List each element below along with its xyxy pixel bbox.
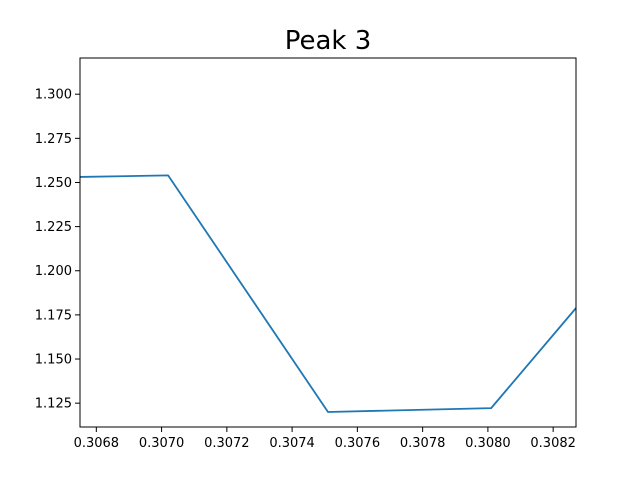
x-tick-label: 0.3070 bbox=[139, 436, 185, 451]
x-tick-label: 0.3076 bbox=[335, 436, 381, 451]
y-tick-label: 1.175 bbox=[35, 308, 72, 323]
series-line bbox=[80, 174, 576, 413]
y-tick-label: 1.250 bbox=[35, 176, 72, 191]
x-tick-label: 0.3080 bbox=[465, 436, 511, 451]
x-tick-label: 0.3074 bbox=[269, 436, 315, 451]
x-axis: 0.3068 0.3070 0.3072 0.3074 0.3076 0.3078 0.30… bbox=[74, 427, 576, 451]
x-tick-label: 0.3072 bbox=[204, 436, 250, 451]
y-tick-label: 1.275 bbox=[35, 132, 72, 147]
x-tick-label: 0.3082 bbox=[530, 436, 576, 451]
y-tick-label: 1.200 bbox=[35, 264, 72, 279]
y-tick-label: 1.300 bbox=[35, 88, 72, 103]
y-tick-label: 1.150 bbox=[35, 353, 72, 368]
chart-title: Peak 3 bbox=[285, 26, 372, 56]
y-tick-label: 1.225 bbox=[35, 220, 72, 235]
y-tick-label: 1.125 bbox=[35, 397, 72, 412]
plot-frame bbox=[79, 57, 577, 428]
series-layer bbox=[80, 174, 576, 413]
x-tick-label: 0.3078 bbox=[400, 436, 446, 451]
y-axis: 1.125 1.150 1.175 1.200 1.225 1.250 1.275 1.300 bbox=[35, 88, 80, 412]
x-tick-label: 0.3068 bbox=[74, 436, 120, 451]
